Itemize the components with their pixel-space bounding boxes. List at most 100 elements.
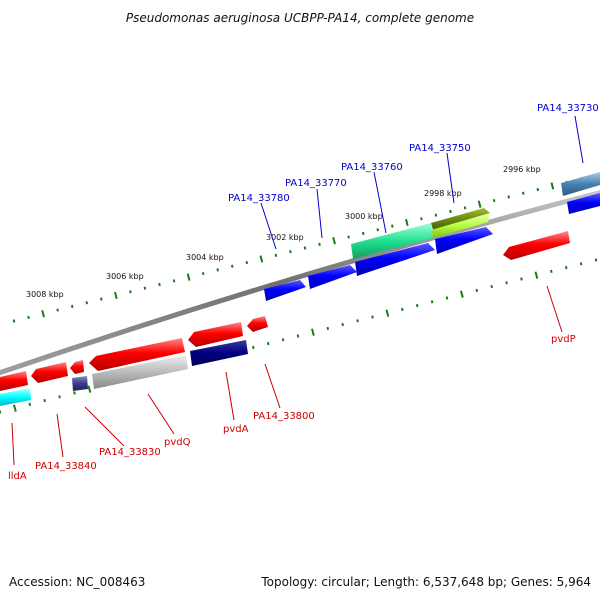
gene-label-pa14-33840[interactable]: PA14_33840	[35, 461, 97, 472]
gene-arrow-teal[interactable]	[351, 223, 433, 259]
gene-label-pa14-33760[interactable]: PA14_33760	[341, 162, 403, 173]
minor-tick	[216, 268, 219, 272]
gene-arrow-red[interactable]	[188, 322, 243, 347]
gene-arrow-blue[interactable]	[435, 227, 493, 254]
major-tick	[41, 310, 45, 318]
minor-tick	[521, 191, 525, 195]
gene-arrow-blue[interactable]	[355, 243, 435, 276]
map-title: Pseudomonas aeruginosa UCBPP-PA14, compl…	[126, 11, 474, 25]
major-tick	[13, 404, 17, 412]
minor-tick	[356, 319, 359, 323]
minor-tick	[230, 264, 234, 268]
gene-arrow-cyan[interactable]	[0, 388, 31, 406]
minor-tick	[85, 301, 89, 305]
gene-label-pa14-33800[interactable]: PA14_33800	[253, 411, 315, 422]
gene-arrow-olive[interactable]	[431, 208, 490, 230]
gene-arrow-lime[interactable]	[431, 213, 490, 238]
minor-tick	[361, 231, 365, 236]
minor-tick	[415, 303, 419, 308]
major-tick	[405, 218, 409, 227]
leader-line	[260, 202, 277, 250]
minor-tick	[281, 338, 285, 342]
gene-arrow-red[interactable]	[31, 362, 68, 383]
minor-tick	[70, 304, 74, 309]
gene-arrow-slate[interactable]	[72, 376, 88, 391]
major-tick	[186, 273, 191, 281]
major-tick	[477, 200, 482, 208]
minor-tick	[56, 308, 59, 312]
gene-arrow-red[interactable]	[0, 371, 28, 391]
genome-backbone	[0, 190, 600, 376]
minor-tick	[594, 258, 598, 262]
minor-tick	[172, 279, 176, 283]
minor-tick	[371, 315, 374, 319]
minor-tick	[492, 198, 496, 203]
minor-tick	[391, 224, 394, 228]
minor-tick	[100, 297, 103, 301]
minor-tick	[505, 281, 508, 285]
gene-label-pa14-33730[interactable]: PA14_33730	[537, 103, 599, 114]
gene-arrow-red[interactable]	[70, 360, 84, 374]
scale-label-3000: 3000 kbp	[345, 212, 383, 221]
minor-tick	[475, 288, 479, 293]
gene-arrow-gray[interactable]	[92, 355, 188, 389]
leader-line	[546, 285, 563, 333]
forward-strand-genes	[264, 172, 600, 301]
major-tick	[534, 271, 539, 279]
gene-arrow-blue[interactable]	[567, 193, 600, 214]
minor-tick	[401, 307, 404, 312]
minor-tick	[536, 187, 540, 192]
gene-label-pvda[interactable]: pvdA	[223, 424, 249, 435]
minor-tick	[318, 242, 321, 246]
minor-tick	[274, 253, 278, 257]
gene-arrow-navy[interactable]	[190, 340, 248, 366]
gene-arrow-red[interactable]	[247, 316, 268, 332]
major-tick	[460, 290, 464, 298]
leader-line	[56, 413, 64, 458]
gene-arrow-red[interactable]	[89, 338, 185, 371]
minor-tick	[564, 265, 568, 270]
gene-arrow-steelblue[interactable]	[561, 172, 600, 196]
minor-tick	[347, 235, 350, 239]
scale-label-3008: 3008 kbp	[26, 290, 64, 299]
accession-text: Accession: NC_008463	[9, 575, 145, 589]
leader-line	[574, 115, 584, 164]
minor-tick	[449, 209, 452, 214]
minor-tick	[296, 334, 300, 338]
gene-arrow-red[interactable]	[503, 231, 570, 260]
gene-label-pa14-33830[interactable]: PA14_33830	[99, 447, 161, 458]
leader-line	[84, 406, 125, 447]
minor-tick	[289, 250, 292, 254]
gene-label-pvdp[interactable]: pvdP	[551, 334, 576, 345]
minor-tick	[341, 322, 344, 327]
scale-label-2998: 2998 kbp	[424, 189, 462, 198]
gene-label-pvdq[interactable]: pvdQ	[164, 437, 191, 448]
minor-tick	[158, 282, 161, 287]
minor-tick	[420, 217, 423, 221]
major-tick	[259, 255, 264, 263]
gene-label-pa14-33750[interactable]: PA14_33750	[409, 143, 471, 154]
minor-tick	[201, 271, 205, 276]
major-tick	[550, 182, 555, 190]
gene-label-llda[interactable]: lldA	[8, 471, 27, 482]
gene-arrow-blue[interactable]	[308, 265, 357, 289]
major-tick	[385, 309, 390, 317]
leader-line	[373, 171, 387, 234]
minor-tick	[252, 345, 255, 350]
minor-tick	[143, 286, 147, 290]
major-tick	[114, 291, 118, 300]
minor-tick	[12, 319, 16, 323]
reverse-strand-genes	[0, 231, 570, 406]
minor-tick	[27, 315, 30, 319]
leader-line	[264, 363, 281, 409]
minor-tick	[445, 296, 449, 300]
scale-label-3004: 3004 kbp	[186, 253, 224, 262]
major-tick	[332, 237, 336, 245]
gene-arrow-blue[interactable]	[264, 280, 306, 301]
gene-label-pa14-33780[interactable]: PA14_33780	[228, 193, 290, 204]
minor-tick	[376, 228, 380, 232]
minor-tick	[463, 206, 467, 210]
minor-tick	[73, 391, 76, 395]
gene-label-pa14-33770[interactable]: PA14_33770	[285, 178, 347, 189]
